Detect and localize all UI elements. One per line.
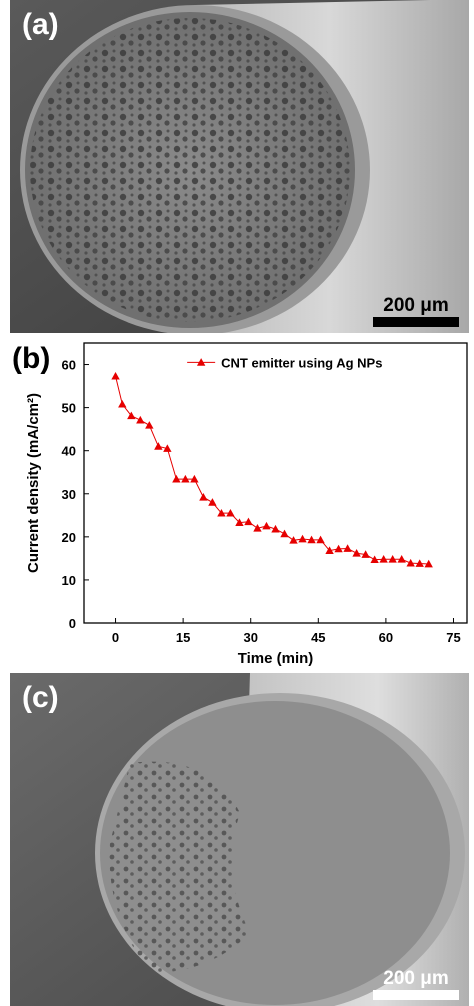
x-axis-label: Time (min) — [238, 650, 314, 667]
data-point — [352, 549, 361, 557]
data-point — [235, 518, 244, 526]
data-point — [208, 498, 217, 506]
x-tick-label: 75 — [446, 630, 460, 645]
data-point — [111, 371, 120, 380]
data-point — [361, 550, 370, 558]
data-point — [271, 524, 280, 533]
y-tick-label: 40 — [62, 444, 76, 459]
data-point — [127, 411, 136, 420]
y-tick-label: 10 — [62, 573, 76, 588]
data-point — [388, 555, 397, 563]
x-tick-label: 15 — [176, 630, 190, 645]
current-density-chart: 0 10 20 30 40 50 60 0 15 30 45 60 75 CNT emitter us… — [25, 342, 468, 667]
x-tick-label: 45 — [311, 630, 325, 645]
x-tick-label: 60 — [379, 630, 393, 645]
legend-label: CNT emitter using Ag NPs — [221, 355, 382, 370]
panel-label-c: (c) — [22, 681, 59, 714]
data-point — [325, 546, 334, 554]
data-point — [397, 555, 406, 563]
data-point — [154, 442, 163, 450]
scale-bar-a: 200 μm — [373, 296, 459, 327]
scale-bar-label-c: 200 μm — [383, 968, 449, 989]
scale-bar-line-a — [373, 317, 459, 327]
scale-bar-line-c — [373, 990, 459, 1000]
data-point — [136, 415, 145, 424]
data-point — [262, 521, 271, 530]
scale-bar-c: 200 μm — [373, 969, 459, 1000]
data-point — [298, 534, 307, 543]
y-tick-label: 20 — [62, 530, 76, 545]
scale-bar-label-a: 200 μm — [383, 295, 449, 316]
sem-micrograph-a — [10, 0, 469, 333]
panel-label-b: (b) — [12, 342, 51, 375]
plot-border — [83, 342, 468, 624]
plot-frame — [83, 342, 468, 624]
data-point — [289, 536, 298, 544]
data-point — [181, 474, 190, 483]
data-point — [118, 399, 127, 408]
panel-label-a: (a) — [22, 8, 59, 41]
data-point — [379, 555, 388, 563]
y-axis-ticks: 0 10 20 30 40 50 60 — [62, 358, 89, 631]
data-point — [406, 558, 415, 567]
data-point — [244, 517, 253, 526]
data-point — [334, 544, 343, 553]
data-point — [307, 535, 316, 544]
legend-marker — [196, 358, 206, 366]
data-point — [370, 555, 379, 564]
data-point — [253, 524, 262, 532]
y-tick-label: 50 — [62, 401, 76, 416]
data-point — [190, 474, 199, 483]
sem-image-a: (a) 200 μm — [10, 0, 469, 333]
data-point — [163, 444, 172, 452]
data-point — [145, 421, 154, 429]
data-point — [424, 559, 433, 568]
x-axis-ticks: 0 15 30 45 60 75 — [112, 618, 461, 645]
data-point — [280, 529, 289, 538]
sem-image-c: (c) 200 μm — [10, 673, 469, 1006]
data-point — [343, 544, 352, 552]
data-point — [316, 535, 325, 544]
y-tick-label: 0 — [69, 616, 76, 631]
series-line — [115, 376, 429, 565]
legend: CNT emitter using Ag NPs — [187, 355, 382, 370]
x-tick-label: 0 — [112, 630, 119, 645]
data-point — [199, 493, 208, 501]
data-point — [172, 474, 181, 483]
y-tick-label: 30 — [62, 487, 76, 502]
data-point — [415, 559, 424, 567]
y-tick-label: 60 — [62, 358, 76, 373]
series-layer — [111, 371, 433, 568]
x-tick-label: 30 — [243, 630, 257, 645]
data-point — [217, 508, 226, 517]
y-axis-label: Current density (mA/cm²) — [25, 393, 42, 573]
sem-micrograph-c — [10, 673, 469, 1006]
data-point — [226, 508, 235, 517]
